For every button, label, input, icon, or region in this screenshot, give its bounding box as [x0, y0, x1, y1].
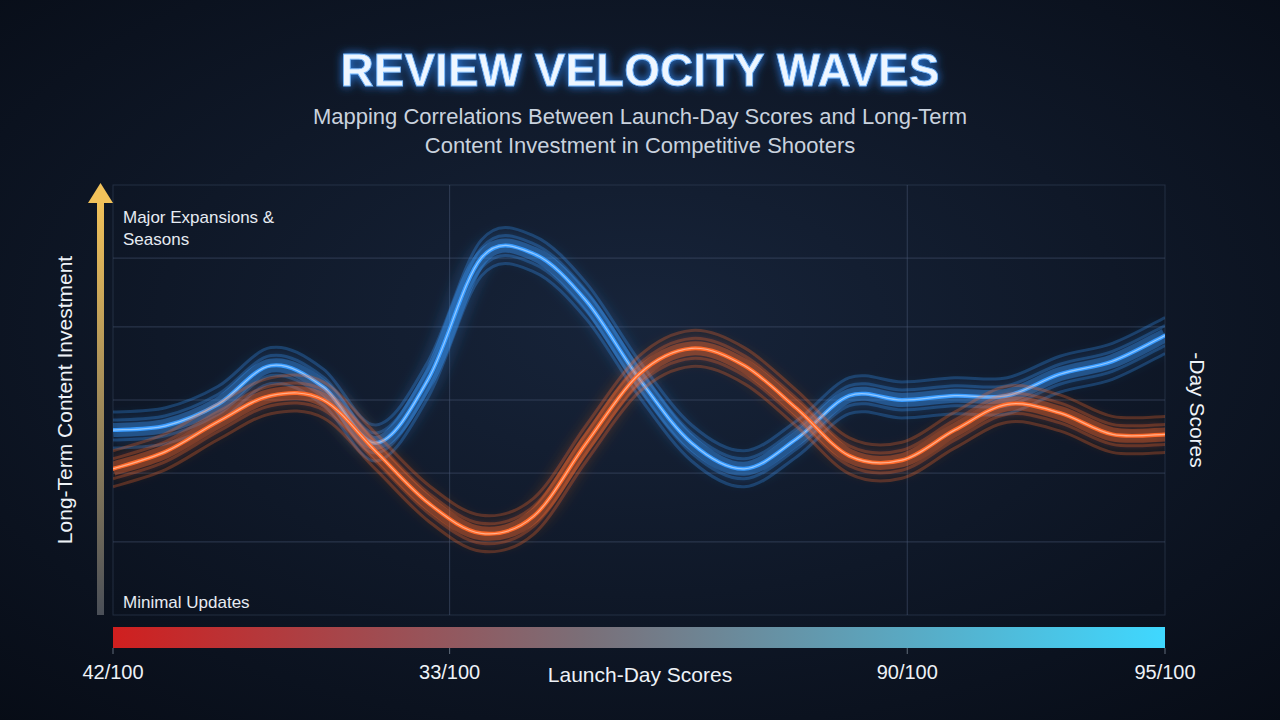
wave-band	[113, 348, 1165, 534]
x-tick-label: 33/100	[419, 661, 480, 683]
x-tick	[907, 648, 908, 654]
text-line: Major Expansions &	[123, 208, 275, 227]
x-tick	[113, 648, 114, 654]
y-axis-title: Long-Term Content Investment	[53, 256, 76, 544]
series-line	[113, 348, 1165, 534]
wave-ribbon	[113, 235, 1165, 458]
text-line: Content Investment in Competitive Shoote…	[425, 133, 855, 158]
x-tick-label: 90/100	[877, 661, 938, 683]
annotation: Major Expansions & Seasons	[123, 208, 275, 249]
wave-ribbon	[113, 358, 1165, 544]
grid-line-y	[113, 258, 1165, 259]
plot-frame	[113, 185, 1165, 615]
x-axis-title: Launch-Day Scores	[548, 663, 732, 686]
x-tick-label: 42/100	[82, 661, 143, 683]
grid-line-x	[449, 185, 450, 615]
subtitle: Mapping Correlations Between Launch-Day …	[313, 104, 967, 158]
x-tick-label: 95/100	[1134, 661, 1195, 683]
grid-line-y	[113, 326, 1165, 327]
grid-line-y	[113, 541, 1165, 542]
wave-highlight	[113, 348, 1165, 534]
chart: REVIEW VELOCITY WAVES Mapping Correlation…	[0, 0, 1280, 720]
background	[0, 0, 1280, 720]
text-line: Seasons	[123, 230, 189, 249]
y2-axis-title: -Day Scores	[1186, 352, 1209, 468]
y-axis-arrow	[97, 200, 104, 615]
wave-glow	[113, 348, 1165, 534]
text-line: Minimal Updates	[123, 593, 250, 612]
x-axis-gradient-bar	[113, 627, 1165, 648]
series-group	[113, 227, 1165, 551]
text-line: Mapping Correlations Between Launch-Day …	[313, 104, 967, 129]
x-tick	[449, 648, 450, 654]
annotation: Minimal Updates	[123, 593, 250, 612]
y-axis-arrowhead	[88, 183, 113, 203]
grid-line-y	[113, 473, 1165, 474]
title: REVIEW VELOCITY WAVES	[341, 44, 940, 96]
x-tick	[1165, 648, 1166, 654]
